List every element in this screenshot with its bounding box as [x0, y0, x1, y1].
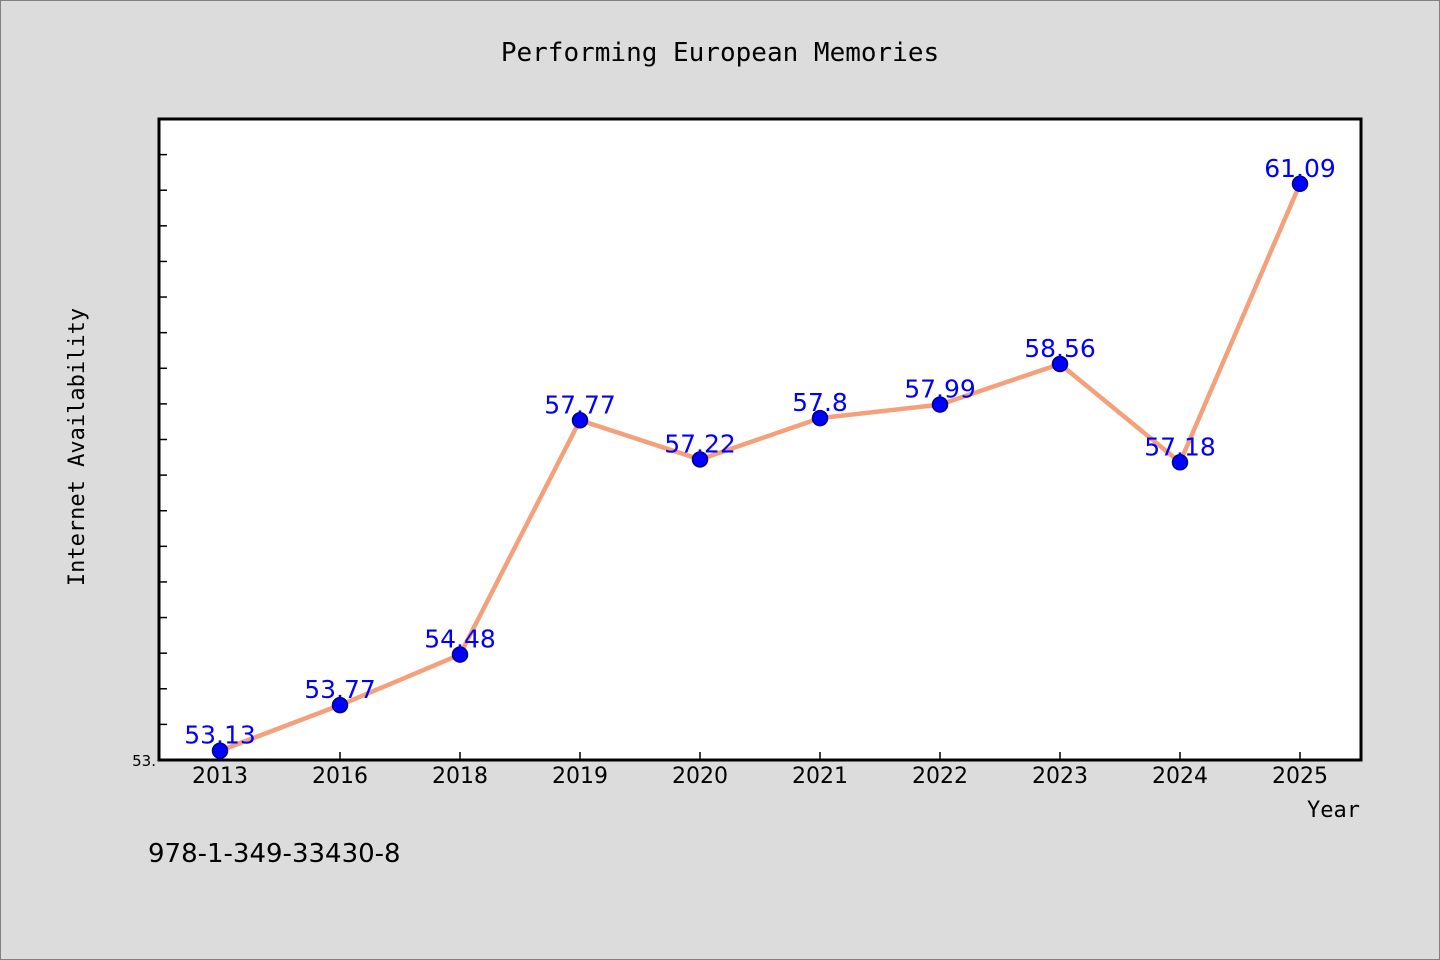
x-tick-label-2018: 2018 [432, 764, 488, 789]
data-point-2022 [931, 396, 949, 413]
data-label-2019: 57.77 [544, 390, 616, 419]
isbn-text: 978-1-349-33430-8 [148, 839, 401, 869]
chart-title: Performing European Memories [501, 38, 939, 68]
data-label-2018: 54.48 [424, 625, 496, 654]
data-label-2022: 57.99 [904, 375, 976, 404]
data-label-2013: 53.13 [184, 721, 256, 750]
data-label-2020: 57.22 [664, 429, 736, 458]
data-labels: 53.13 53.77 54.48 57.77 57.22 57.8 57.99 58.56 5… [184, 154, 1336, 750]
data-point-2023 [1051, 355, 1069, 373]
x-tick-label-2025: 2025 [1272, 764, 1328, 789]
x-tick-label-2023: 2023 [1032, 764, 1088, 789]
x-tick-label-2019: 2019 [552, 764, 608, 789]
data-label-2023: 58.56 [1024, 334, 1096, 363]
data-point-2016 [331, 696, 349, 714]
data-point-2019 [571, 412, 589, 429]
data-label-2016: 53.77 [304, 675, 376, 704]
x-axis-label: Year [1307, 798, 1360, 823]
x-tick-label-2022: 2022 [912, 764, 968, 789]
x-tick-label-2024: 2024 [1152, 764, 1208, 789]
y-tick-label: 53. [132, 752, 156, 770]
x-axis-tick-labels: 2013 2016 2018 2019 2020 2021 2022 2023 2024 2025 [192, 764, 1328, 789]
data-label-2024: 57.18 [1144, 432, 1216, 461]
data-point-2025 [1291, 175, 1309, 193]
data-markers [211, 175, 1309, 759]
data-label-2021: 57.8 [792, 388, 848, 417]
y-axis-ticks [159, 153, 167, 726]
x-tick-label-2021: 2021 [792, 764, 848, 789]
plot-area [157, 117, 1363, 762]
x-tick-label-2016: 2016 [312, 764, 368, 789]
data-point-2024 [1171, 454, 1189, 471]
series-line [217, 181, 1303, 753]
x-tick-label-2020: 2020 [672, 764, 728, 789]
data-point-2020 [691, 451, 709, 468]
data-point-2018 [451, 646, 469, 663]
x-tick-label-2013: 2013 [192, 764, 248, 789]
data-label-2025: 61.09 [1264, 154, 1336, 183]
y-axis-label: Internet Availability [65, 308, 90, 586]
data-point-2013 [211, 742, 229, 759]
data-point-2021 [811, 409, 829, 427]
